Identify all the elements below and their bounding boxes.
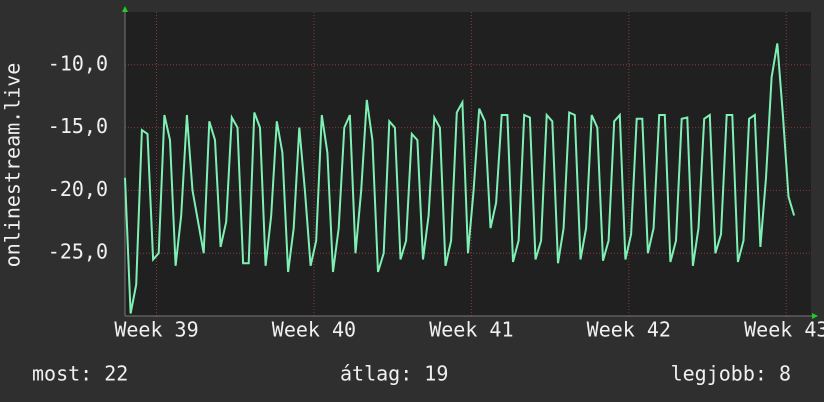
x-tick-label: Week 39 [114,318,198,342]
y-tick-label: -25,0 [48,240,108,264]
x-tick-label: Week 42 [587,318,671,342]
footer-current: most: 22 [32,362,128,386]
series-line [124,43,796,314]
y-tick-label: -15,0 [48,114,108,138]
axis-arrow [122,6,128,12]
y-tick-label: -10,0 [48,51,108,75]
x-tick-label: Week 43 [744,318,824,342]
axis-arrow [812,313,818,319]
y-tick-label: -20,0 [48,177,108,201]
footer-average: átlag: 19 [340,362,448,386]
plot-area [125,12,811,316]
x-tick-label: Week 41 [429,318,513,342]
footer-best: legjobb: 8 [671,362,791,386]
y-axis-label: onlinestream.live [1,63,25,268]
x-tick-label: Week 40 [272,318,356,342]
